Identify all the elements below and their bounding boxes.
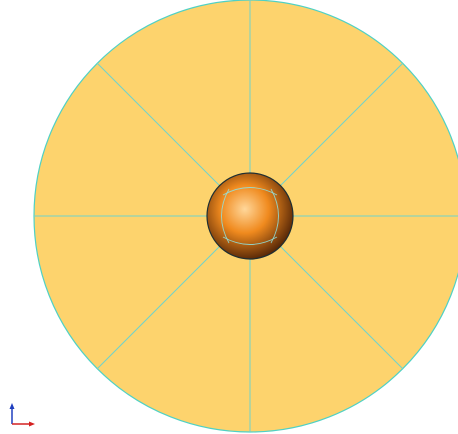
disk-segment-lines bbox=[34, 0, 458, 432]
sphere-body[interactable] bbox=[206, 172, 294, 260]
disk-segment-line bbox=[280, 62, 404, 186]
axis-triad bbox=[9, 403, 35, 427]
horizontal-axis-arrow bbox=[29, 421, 35, 427]
sphere-seam bbox=[270, 188, 279, 244]
disk-segment-line bbox=[96, 246, 220, 370]
disk-segment-line bbox=[280, 246, 404, 370]
disk-segment-line bbox=[96, 62, 220, 186]
sphere[interactable] bbox=[206, 172, 294, 260]
vertical-axis-arrow bbox=[9, 403, 15, 409]
sphere-seam bbox=[221, 188, 230, 244]
